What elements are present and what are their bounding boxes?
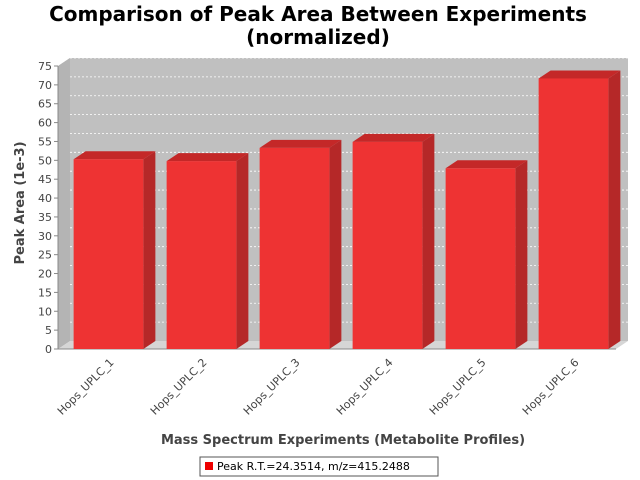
bar bbox=[445, 160, 528, 349]
bar bbox=[538, 70, 621, 350]
chart-title: Comparison of Peak Area Between Experime… bbox=[49, 2, 587, 26]
y-tick-label: 30 bbox=[38, 230, 52, 243]
x-axis-ticks: Hops_UPLC_1 Hops_UPLC_2 Hops_UPLC_3 Hops_UP… bbox=[55, 356, 582, 418]
bar-side bbox=[608, 70, 621, 350]
y-tick-label: 15 bbox=[38, 286, 52, 299]
x-tick-label: Hops_UPLC_4 bbox=[334, 356, 396, 418]
x-tick-label: Hops_UPLC_2 bbox=[148, 356, 210, 418]
bar-front bbox=[352, 141, 423, 349]
left-wall bbox=[58, 58, 70, 349]
y-tick-label: 55 bbox=[38, 135, 52, 148]
bar-front bbox=[73, 159, 144, 349]
x-tick-label: Hops_UPLC_5 bbox=[427, 356, 489, 418]
bar-top bbox=[445, 160, 528, 169]
chart-subtitle: (normalized) bbox=[246, 25, 390, 49]
y-tick-label: 0 bbox=[45, 343, 52, 356]
legend: Peak R.T.=24.3514, m/z=415.2488 bbox=[199, 456, 439, 477]
bar-front bbox=[166, 161, 237, 349]
legend-box bbox=[199, 456, 439, 477]
bar-front bbox=[259, 147, 330, 349]
y-tick-label: 75 bbox=[38, 60, 52, 73]
bar-top bbox=[73, 151, 156, 160]
bar bbox=[259, 139, 342, 349]
y-tick-label: 45 bbox=[38, 173, 52, 186]
x-tick-label: Hops_UPLC_6 bbox=[520, 356, 582, 418]
x-tick-label: Hops_UPLC_1 bbox=[55, 356, 117, 418]
bar-top bbox=[352, 133, 435, 142]
y-tick-label: 35 bbox=[38, 211, 52, 224]
bar bbox=[352, 133, 435, 349]
bar-side bbox=[422, 133, 435, 349]
bar-top bbox=[166, 153, 249, 162]
bar-front bbox=[445, 168, 516, 349]
y-tick-label: 20 bbox=[38, 268, 52, 281]
bar-side bbox=[329, 139, 342, 349]
x-axis-title: Mass Spectrum Experiments (Metabolite Pr… bbox=[161, 433, 525, 448]
y-axis-ticks: 0 5 10 15 20 25 30 35 40 45 50 55 60 65 70 75 bbox=[38, 60, 58, 356]
bars bbox=[73, 70, 621, 350]
y-tick-label: 10 bbox=[38, 305, 52, 318]
bar-top bbox=[538, 70, 621, 79]
bar-front bbox=[538, 78, 609, 350]
bar bbox=[166, 153, 249, 349]
bar-top bbox=[259, 139, 342, 148]
y-tick-label: 5 bbox=[45, 324, 52, 337]
bar-side bbox=[143, 151, 156, 349]
x-tick-label: Hops_UPLC_3 bbox=[241, 356, 303, 418]
bar-side bbox=[515, 160, 528, 349]
y-tick-label: 60 bbox=[38, 117, 52, 130]
y-axis-title: Peak Area (1e-3) bbox=[13, 141, 28, 264]
y-tick-label: 25 bbox=[38, 249, 52, 262]
y-tick-label: 40 bbox=[38, 192, 52, 205]
y-tick-label: 50 bbox=[38, 154, 52, 167]
bar-side bbox=[236, 153, 249, 349]
legend-swatch bbox=[205, 462, 213, 470]
bar bbox=[73, 151, 156, 349]
y-tick-label: 65 bbox=[38, 98, 52, 111]
gridlines bbox=[70, 57, 628, 323]
legend-label: Peak R.T.=24.3514, m/z=415.2488 bbox=[217, 460, 410, 473]
y-tick-label: 70 bbox=[38, 79, 52, 92]
